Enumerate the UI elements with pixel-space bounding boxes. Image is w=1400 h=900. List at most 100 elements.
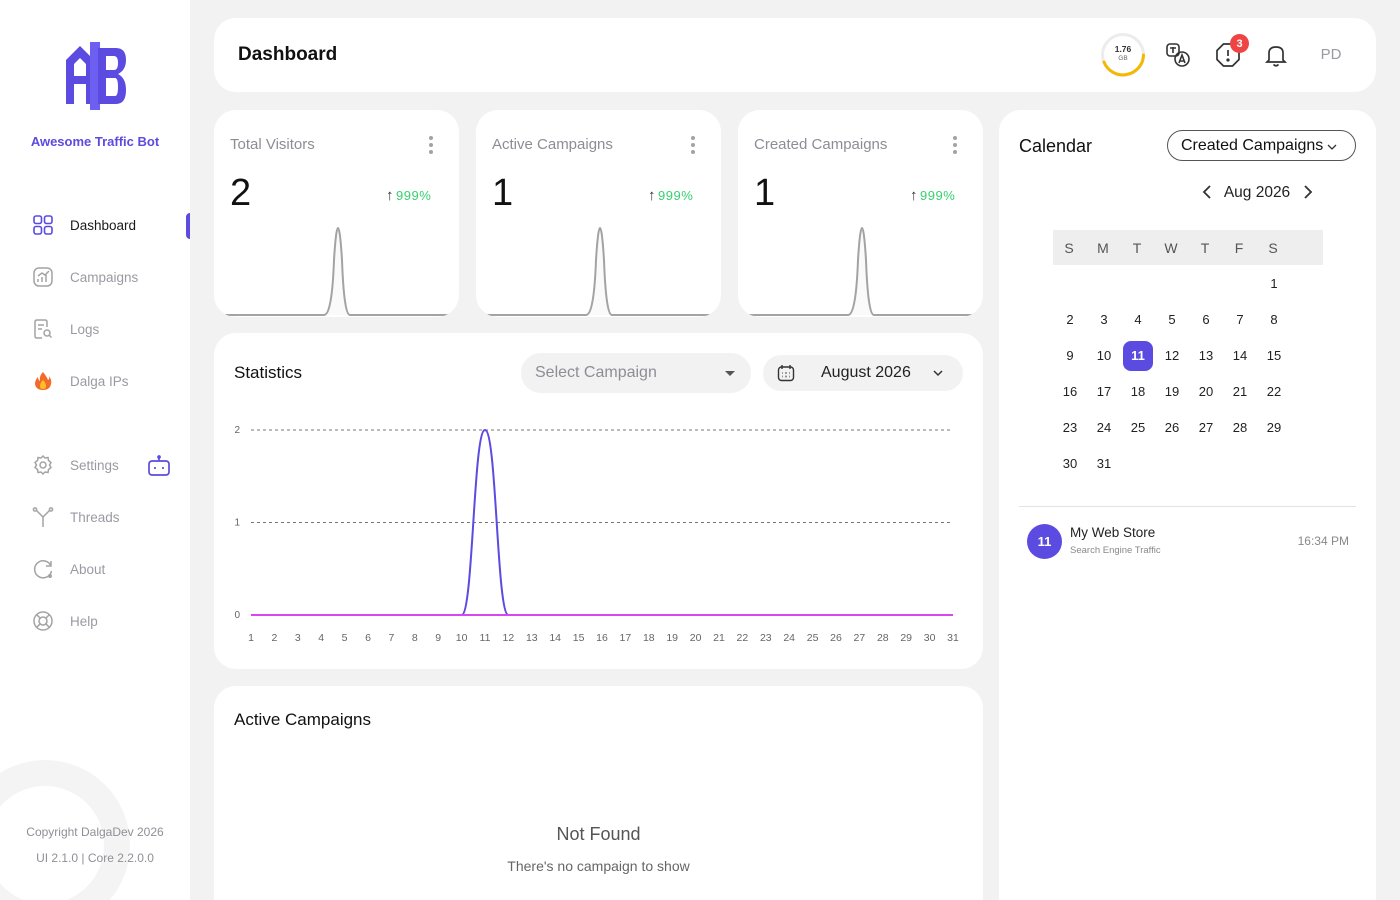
calendar-day[interactable]: 15 — [1266, 348, 1282, 363]
sidebar-item-settings[interactable]: Settings — [30, 450, 119, 480]
statistics-title: Statistics — [234, 363, 303, 382]
x-tick-label: 28 — [877, 632, 889, 644]
calendar-day[interactable]: 16 — [1062, 384, 1078, 399]
x-tick-label: 12 — [503, 632, 515, 644]
calendar-filter-value: Created Campaigns — [1181, 137, 1324, 154]
x-tick-label: 18 — [643, 632, 655, 644]
calendar-day[interactable]: 9 — [1066, 348, 1074, 363]
calendar-day[interactable]: 22 — [1266, 384, 1282, 399]
calendar-day[interactable]: 10 — [1096, 348, 1112, 363]
calendar-day[interactable]: 23 — [1062, 420, 1078, 435]
x-tick-label: 20 — [690, 632, 702, 644]
calendar-month: Aug 2026 — [1223, 184, 1291, 201]
sidebar-item-campaigns[interactable]: Campaigns — [30, 262, 138, 292]
sidebar-item-label: Logs — [70, 321, 100, 337]
chevron-right-icon[interactable] — [1299, 184, 1315, 200]
x-tick-label: 4 — [318, 632, 324, 644]
x-tick-label: 13 — [526, 632, 538, 644]
stat-trend: ↑ 999% — [910, 187, 955, 204]
x-tick-label: 5 — [342, 632, 348, 644]
x-tick-label: 2 — [271, 632, 277, 644]
calendar-day[interactable]: 30 — [1062, 456, 1078, 471]
calendar-day[interactable]: 7 — [1236, 312, 1244, 327]
robot-icon[interactable] — [147, 455, 171, 477]
bell-icon[interactable] — [1263, 42, 1289, 68]
calendar-day[interactable]: 17 — [1096, 384, 1112, 399]
sidebar-item-about[interactable]: About — [30, 554, 105, 584]
calendar-day[interactable]: 24 — [1096, 420, 1112, 435]
event-time: 16:34 PM — [1297, 534, 1349, 548]
calendar-day[interactable]: 6 — [1202, 312, 1210, 327]
chevron-left-icon[interactable] — [1200, 184, 1216, 200]
calendar-day[interactable]: 19 — [1164, 384, 1180, 399]
sparkline — [738, 226, 983, 316]
calendar-day-selected[interactable]: 11 — [1123, 341, 1153, 371]
sidebar-item-dashboard[interactable]: Dashboard — [30, 210, 136, 240]
calendar-day[interactable]: 28 — [1232, 420, 1248, 435]
active-campaigns-title: Active Campaigns — [234, 710, 372, 729]
calendar-day[interactable]: 14 — [1232, 348, 1248, 363]
x-tick-label: 1 — [248, 632, 254, 644]
calendar-day[interactable]: 3 — [1100, 312, 1108, 327]
stat-card-total-visitors: Total Visitors 2 ↑ 999% — [214, 110, 459, 317]
calendar-day[interactable]: 2 — [1066, 312, 1074, 327]
x-tick-label: 7 — [388, 632, 394, 644]
x-tick-label: 17 — [620, 632, 632, 644]
sparkline — [214, 226, 459, 316]
sidebar-item-logs[interactable]: Logs — [30, 314, 99, 344]
calendar-day[interactable]: 20 — [1198, 384, 1214, 399]
x-tick-label: 8 — [412, 632, 418, 644]
gear-icon — [30, 452, 56, 478]
calendar-title: Calendar — [1019, 136, 1093, 156]
calendar-day[interactable]: 1 — [1270, 276, 1278, 291]
calendar-day[interactable]: 21 — [1232, 384, 1248, 399]
calendar-day[interactable]: 29 — [1266, 420, 1282, 435]
stat-trend: ↑ 999% — [648, 187, 693, 204]
x-tick-label: 22 — [737, 632, 749, 644]
event-name: My Web Store — [1070, 525, 1156, 540]
calendar-icon — [777, 365, 795, 382]
calendar-day[interactable]: 27 — [1198, 420, 1214, 435]
more-vertical-icon[interactable] — [686, 136, 700, 156]
more-vertical-icon[interactable] — [424, 136, 438, 156]
storage-value: 1.76 — [1114, 44, 1132, 54]
x-tick-label: 24 — [783, 632, 795, 644]
stat-value: 2 — [230, 172, 252, 214]
version-info: UI 2.1.0 | Core 2.2.0.0 — [36, 851, 154, 865]
user-avatar[interactable]: PD — [1320, 46, 1342, 63]
lifebuoy-icon — [30, 608, 56, 634]
calendar-day[interactable]: 5 — [1168, 312, 1176, 327]
calendar-filter-dropdown[interactable]: Created Campaigns — [1167, 130, 1356, 161]
sidebar-item-dalga-ips[interactable]: Dalga IPs — [30, 366, 129, 396]
sidebar-item-help[interactable]: Help — [30, 606, 98, 636]
stat-trend-value: 999% — [658, 188, 694, 203]
sidebar-item-label: Dashboard — [70, 217, 137, 233]
empty-state-title: Not Found — [556, 824, 641, 844]
sidebar-item-label: Settings — [70, 457, 119, 473]
calendar-event[interactable]: 11 My Web Store Search Engine Traffic 16… — [1027, 524, 1349, 560]
storage-gauge[interactable] — [1100, 32, 1146, 78]
x-tick-label: 19 — [666, 632, 678, 644]
campaign-select[interactable]: Select Campaign — [521, 353, 751, 393]
y-tick-label: 1 — [234, 518, 240, 529]
calendar-day[interactable]: 13 — [1198, 348, 1214, 363]
x-tick-label: 11 — [480, 632, 491, 644]
calendar-day[interactable]: 18 — [1130, 384, 1146, 399]
chart-icon — [30, 264, 56, 290]
x-tick-label: 3 — [295, 632, 301, 644]
calendar-day[interactable]: 25 — [1130, 420, 1146, 435]
calendar-day[interactable]: 31 — [1096, 456, 1112, 471]
stat-card-active-campaigns: Active Campaigns 1 ↑ 999% — [476, 110, 721, 317]
sidebar-item-threads[interactable]: Threads — [30, 502, 120, 532]
arrow-up-icon: ↑ — [648, 187, 656, 204]
x-tick-label: 31 — [947, 632, 959, 644]
translate-icon[interactable] — [1165, 42, 1191, 68]
x-tick-label: 29 — [900, 632, 912, 644]
calendar-day[interactable]: 26 — [1164, 420, 1180, 435]
calendar-day[interactable]: 12 — [1164, 348, 1180, 363]
more-vertical-icon[interactable] — [948, 136, 962, 156]
month-picker[interactable]: August 2026 — [763, 355, 963, 391]
calendar-day[interactable]: 4 — [1134, 312, 1142, 327]
x-tick-label: 14 — [549, 632, 561, 644]
calendar-day[interactable]: 8 — [1270, 312, 1278, 327]
